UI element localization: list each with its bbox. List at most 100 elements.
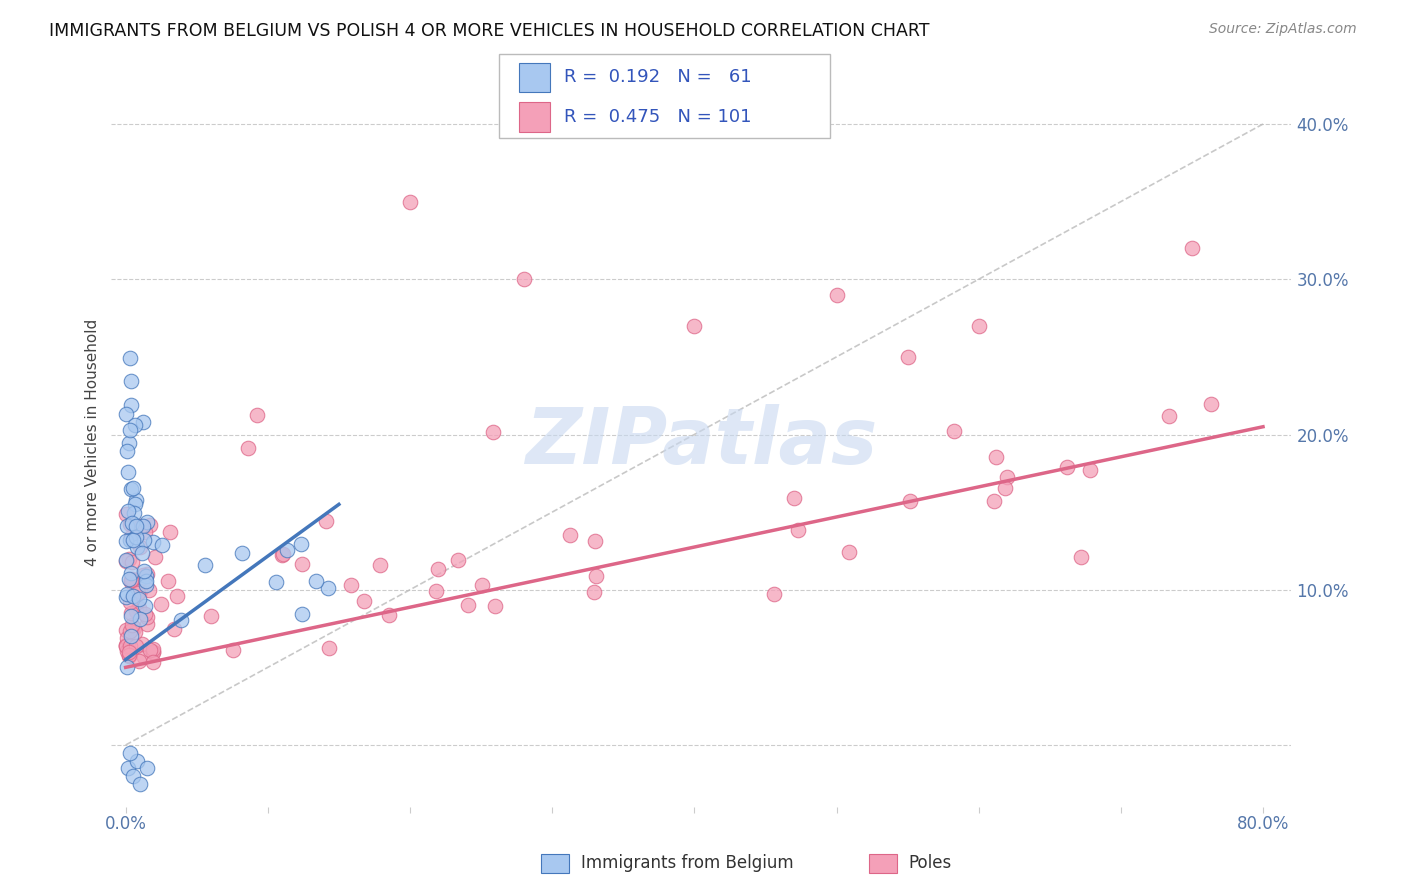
- Point: [1159, 409, 1181, 424]
- Point: [131, 637, 153, 651]
- Point: [967, 318, 990, 333]
- Text: 80.0%: 80.0%: [1237, 815, 1289, 833]
- Point: [118, 572, 141, 586]
- Point: [131, 518, 153, 533]
- Point: [132, 649, 155, 664]
- Point: [120, 530, 142, 544]
- Point: [166, 589, 188, 603]
- Point: [134, 599, 156, 613]
- Point: [264, 574, 287, 589]
- Point: [128, 584, 150, 599]
- Point: [124, 418, 146, 433]
- Point: [142, 645, 165, 659]
- Point: [276, 543, 298, 558]
- Point: [121, 769, 143, 783]
- Text: Immigrants from Belgium: Immigrants from Belgium: [581, 855, 793, 872]
- Point: [585, 569, 607, 583]
- Point: [122, 506, 145, 520]
- Point: [120, 575, 142, 590]
- Point: [1080, 463, 1102, 477]
- Point: [118, 624, 141, 638]
- Point: [291, 557, 314, 571]
- Point: [136, 617, 159, 632]
- Point: [118, 552, 141, 566]
- Point: [132, 565, 155, 579]
- Point: [128, 777, 150, 791]
- Point: [512, 272, 534, 286]
- Point: [825, 287, 848, 301]
- Point: [142, 655, 165, 669]
- Point: [1070, 549, 1092, 564]
- Point: [315, 514, 337, 528]
- Point: [128, 601, 150, 615]
- Point: [994, 481, 1017, 495]
- Point: [447, 553, 470, 567]
- Text: R =  0.192   N =   61: R = 0.192 N = 61: [564, 69, 751, 87]
- Point: [582, 584, 605, 599]
- Point: [115, 644, 138, 658]
- Point: [271, 547, 294, 561]
- Point: [120, 374, 142, 388]
- Point: [983, 494, 1005, 508]
- Point: [170, 613, 193, 627]
- Point: [115, 639, 138, 653]
- Point: [115, 631, 138, 645]
- Point: [783, 491, 806, 506]
- Point: [115, 553, 138, 567]
- Point: [135, 574, 157, 588]
- Point: [124, 497, 146, 511]
- Point: [121, 555, 143, 569]
- Point: [121, 516, 143, 530]
- Text: R =  0.475   N = 101: R = 0.475 N = 101: [564, 108, 751, 126]
- Point: [120, 595, 142, 609]
- Point: [318, 641, 340, 656]
- Point: [115, 407, 138, 421]
- Point: [897, 350, 920, 364]
- Point: [118, 351, 141, 365]
- Point: [942, 425, 965, 439]
- Point: [117, 503, 139, 517]
- Point: [115, 533, 138, 548]
- Point: [125, 530, 148, 544]
- Point: [117, 519, 139, 533]
- Point: [162, 623, 184, 637]
- Point: [1181, 241, 1204, 255]
- Point: [585, 534, 607, 549]
- Point: [270, 548, 292, 562]
- Point: [399, 194, 422, 209]
- Point: [135, 566, 157, 581]
- Point: [377, 607, 399, 622]
- Point: [121, 618, 143, 632]
- Point: [471, 578, 494, 592]
- Point: [134, 607, 156, 621]
- Point: [136, 761, 159, 775]
- Point: [115, 554, 138, 568]
- Point: [125, 519, 148, 533]
- Point: [142, 642, 165, 657]
- Point: [353, 593, 375, 607]
- Point: [132, 533, 155, 547]
- Point: [150, 598, 173, 612]
- Point: [426, 562, 449, 576]
- Point: [120, 607, 142, 621]
- Point: [117, 587, 139, 601]
- Point: [118, 649, 141, 664]
- Point: [135, 569, 157, 583]
- Text: IMMIGRANTS FROM BELGIUM VS POLISH 4 OR MORE VEHICLES IN HOUSEHOLD CORRELATION CH: IMMIGRANTS FROM BELGIUM VS POLISH 4 OR M…: [49, 22, 929, 40]
- Point: [129, 541, 152, 555]
- Point: [125, 492, 148, 507]
- Point: [120, 423, 142, 437]
- Point: [124, 625, 146, 640]
- Point: [316, 581, 339, 595]
- Point: [290, 537, 312, 551]
- Point: [136, 610, 159, 624]
- Point: [121, 533, 143, 547]
- Point: [425, 584, 447, 599]
- Point: [763, 586, 786, 600]
- Point: [200, 608, 222, 623]
- Point: [231, 546, 253, 560]
- Point: [136, 515, 159, 529]
- Point: [118, 516, 141, 531]
- Point: [138, 582, 160, 597]
- Point: [117, 443, 139, 458]
